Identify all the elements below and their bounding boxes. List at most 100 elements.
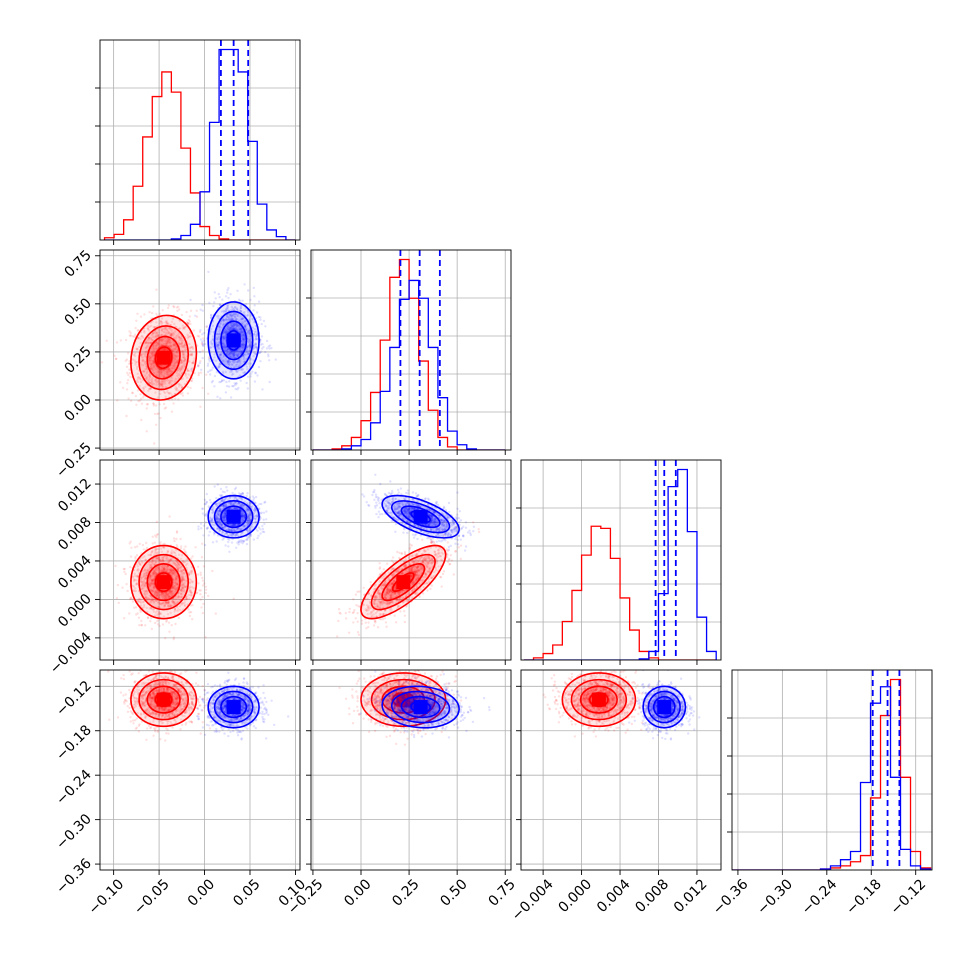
sample-point xyxy=(219,303,222,307)
sample-point xyxy=(194,314,197,317)
sample-point xyxy=(191,569,194,573)
sample-point xyxy=(163,328,167,331)
sample-point xyxy=(135,575,138,578)
sample-point xyxy=(181,367,184,370)
sample-point xyxy=(171,349,174,352)
sample-point xyxy=(217,333,221,336)
sample-point xyxy=(172,562,176,565)
sample-point xyxy=(182,572,185,575)
sample-point xyxy=(153,586,156,589)
sample-point xyxy=(242,338,245,341)
sample-point xyxy=(233,365,236,369)
sample-point xyxy=(254,501,257,504)
sample-point xyxy=(162,330,165,334)
sample-point xyxy=(157,412,160,415)
sample-point xyxy=(153,592,156,595)
sample-point xyxy=(152,404,156,407)
sample-point xyxy=(171,361,174,364)
sample-point xyxy=(182,583,185,587)
sample-point xyxy=(137,336,140,340)
sample-point xyxy=(233,353,236,356)
sample-point xyxy=(165,620,168,623)
sample-point xyxy=(191,586,194,589)
sample-point xyxy=(143,331,146,334)
sample-point xyxy=(185,310,188,314)
sample-point xyxy=(178,327,181,330)
sample-point xyxy=(145,596,148,599)
sample-point xyxy=(174,576,178,579)
sample-point xyxy=(167,373,171,376)
sample-point xyxy=(133,333,137,336)
sample-point xyxy=(224,317,228,321)
sample-point xyxy=(215,497,218,500)
sample-point xyxy=(241,515,245,518)
sample-point xyxy=(180,572,183,576)
sample-point xyxy=(172,568,175,572)
sample-point xyxy=(253,509,256,512)
sample-point xyxy=(255,346,258,349)
sample-point xyxy=(218,365,221,369)
sample-point xyxy=(199,371,203,374)
sample-point xyxy=(206,527,209,530)
sample-point xyxy=(240,330,243,334)
sample-point xyxy=(135,613,138,616)
sample-point xyxy=(150,627,154,631)
sample-point xyxy=(233,524,236,527)
sample-point xyxy=(145,589,148,593)
sample-point xyxy=(132,589,135,592)
sample-point xyxy=(228,326,231,329)
sample-point xyxy=(160,560,163,563)
sample-point xyxy=(170,567,173,570)
sample-point xyxy=(203,502,207,506)
sample-point xyxy=(172,585,175,589)
sample-point xyxy=(230,327,233,330)
sample-point xyxy=(238,347,241,351)
sample-point xyxy=(166,340,169,343)
sample-point xyxy=(238,496,241,499)
sample-point xyxy=(246,519,249,523)
sample-point xyxy=(242,338,245,342)
sample-point xyxy=(239,304,243,308)
sample-point xyxy=(248,358,252,361)
sample-point xyxy=(210,523,214,526)
sample-point xyxy=(187,593,191,597)
sample-point xyxy=(141,335,144,338)
sample-point xyxy=(213,356,216,359)
sample-point xyxy=(143,313,146,316)
sample-point xyxy=(182,352,185,355)
sample-point xyxy=(152,586,155,589)
sample-point xyxy=(152,354,155,358)
sample-point xyxy=(151,549,154,553)
sample-point xyxy=(121,386,125,390)
sample-point xyxy=(201,386,204,390)
sample-point xyxy=(250,339,253,342)
sample-point xyxy=(202,534,205,537)
sample-point xyxy=(134,606,138,609)
sample-point xyxy=(243,283,246,286)
sample-point xyxy=(142,387,145,390)
sample-point xyxy=(154,378,158,381)
sample-point xyxy=(139,610,142,614)
sample-point xyxy=(197,573,200,576)
sample-point xyxy=(199,589,202,592)
sample-point xyxy=(176,583,179,586)
sample-point xyxy=(186,369,189,372)
sample-point xyxy=(179,566,182,570)
sample-point xyxy=(196,364,200,368)
sample-point xyxy=(159,338,163,341)
sample-point xyxy=(241,368,245,371)
sample-point xyxy=(167,345,171,348)
sample-point xyxy=(162,602,165,605)
sample-point xyxy=(147,374,151,377)
sample-point xyxy=(265,347,269,350)
sample-point xyxy=(173,585,177,588)
sample-point xyxy=(231,317,234,320)
sample-point xyxy=(229,351,232,354)
sample-point xyxy=(218,324,221,328)
sample-point xyxy=(184,374,187,377)
sample-point xyxy=(204,512,208,516)
sample-point xyxy=(154,561,157,564)
sample-point xyxy=(136,329,139,332)
sample-point xyxy=(242,355,246,359)
sample-point xyxy=(180,592,183,596)
